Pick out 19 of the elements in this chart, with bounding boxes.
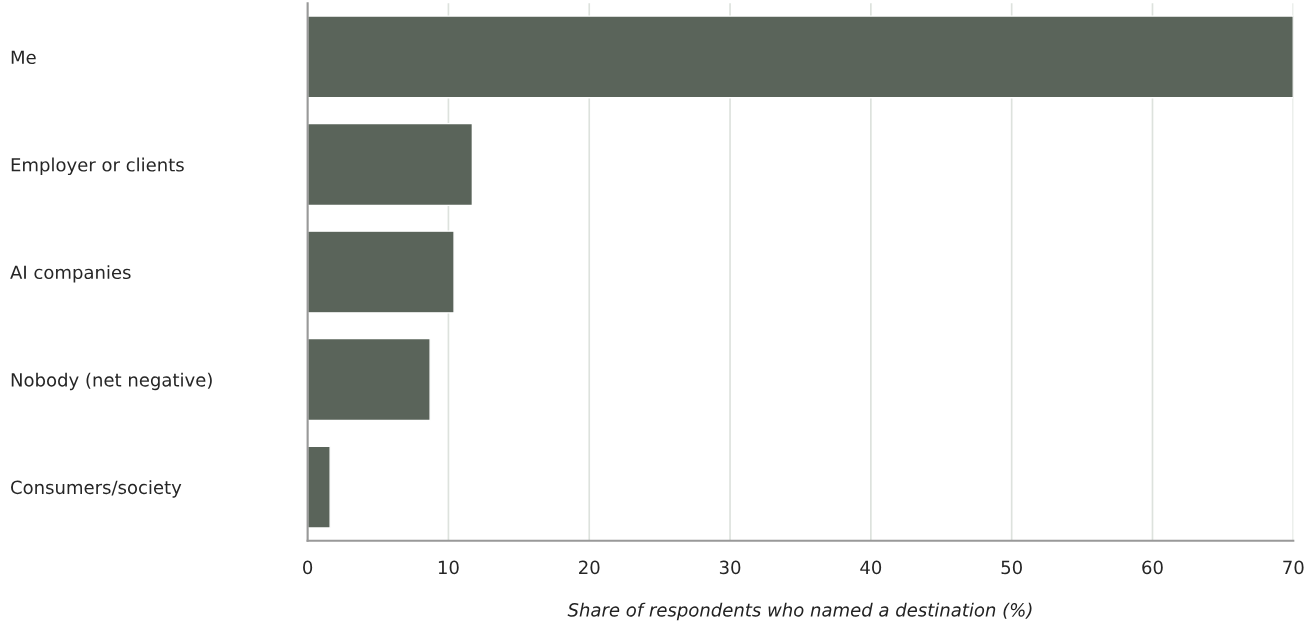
bar	[307, 230, 455, 314]
bar	[307, 445, 331, 529]
bar	[307, 337, 431, 422]
x-tick-label: 30	[719, 560, 741, 575]
x-tick-label: 40	[860, 560, 882, 575]
x-tick-label: 20	[579, 560, 600, 575]
y-tick-label: Consumers/society	[11, 480, 182, 498]
x-tick-label: 50	[1001, 560, 1022, 575]
y-tick-label: AI companies	[10, 265, 131, 283]
bar	[307, 15, 1294, 99]
y-tick-label: Employer or clients	[11, 157, 184, 176]
x-tick-label: 70	[1283, 560, 1304, 575]
x-tick-label: 60	[1142, 560, 1163, 575]
x-tick-label: 10	[438, 560, 459, 575]
y-tick-label: Nobody (net negative)	[11, 372, 212, 391]
bar	[307, 122, 474, 207]
x-axis-title: Share of respondents who named a destination (%)	[567, 602, 1032, 621]
y-tick-label: Me	[11, 50, 36, 65]
x-tick-label: 0	[303, 560, 313, 575]
